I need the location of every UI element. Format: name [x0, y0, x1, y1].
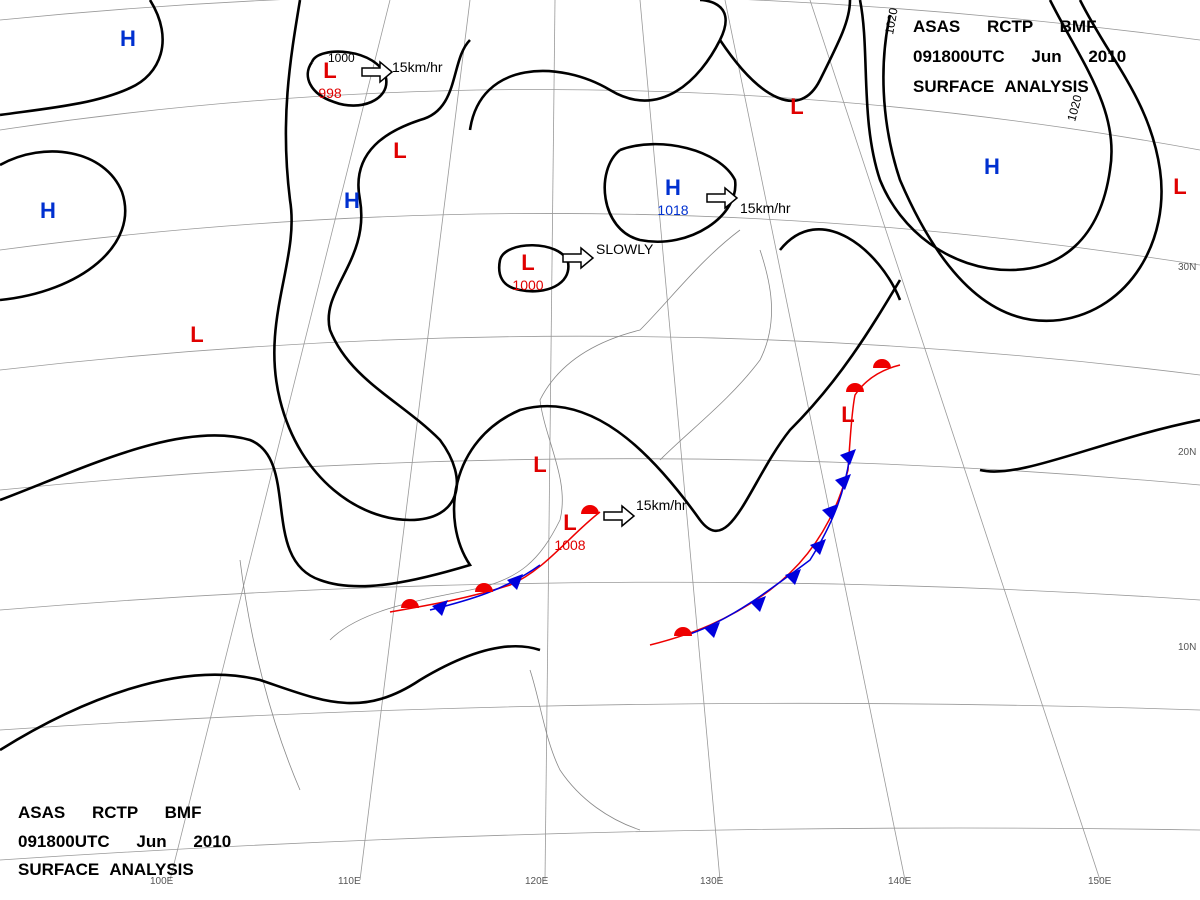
warm-front-symbol: [873, 359, 891, 368]
system-symbol: L: [563, 510, 576, 535]
latitude-label: 20N: [1178, 447, 1196, 458]
parallel: [0, 581, 1200, 611]
system-symbol: H: [40, 198, 56, 223]
motion-label: 15km/hr: [636, 497, 687, 513]
fronts: [389, 359, 901, 646]
cold-front-symbol: [835, 474, 851, 490]
header-line: 091800UTC Jun 2010: [913, 47, 1126, 66]
cold-front-symbol: [810, 539, 826, 555]
system-symbol: H: [344, 188, 360, 213]
parallel: [0, 335, 1200, 376]
cold-front-symbol: [507, 574, 523, 590]
warm-front-symbol: [846, 383, 864, 392]
isobar: [497, 243, 570, 293]
motion-arrow: [603, 504, 636, 528]
cold-front-symbol: [840, 449, 856, 465]
meridian: [809, 0, 1101, 881]
parallel: [0, 827, 1200, 861]
motion-arrow: [361, 60, 394, 84]
parallel: [0, 0, 1200, 41]
motion-arrow: [562, 246, 595, 270]
meridian: [639, 0, 721, 881]
warm-front-symbol: [674, 627, 692, 636]
cold-front-symbol: [750, 596, 766, 612]
isobar: [273, 0, 471, 522]
parallel: [0, 458, 1200, 491]
isobar: [0, 150, 127, 302]
motion-label: SLOWLY: [596, 241, 654, 257]
parallel: [0, 702, 1200, 731]
latitude-label: 10N: [1178, 642, 1196, 653]
motion-label: 15km/hr: [392, 59, 443, 75]
isobar: [603, 142, 737, 243]
longitude-label: 150E: [1088, 876, 1112, 887]
cold-front-symbol: [822, 504, 838, 520]
system-pressure: 1018: [657, 202, 688, 218]
header-line: ASAS RCTP BMF: [913, 17, 1096, 36]
warm-front-symbol: [401, 599, 419, 608]
isobar-label: 1020: [882, 6, 900, 35]
system-symbol: L: [790, 94, 803, 119]
longitude-label: 110E: [338, 876, 361, 887]
system-symbol: L: [393, 138, 406, 163]
isobar: [0, 644, 541, 752]
warm-front-symbol: [581, 505, 599, 514]
motion-arrow: [706, 186, 739, 210]
parallel: [0, 213, 1200, 266]
latitude-label: 30N: [1178, 262, 1196, 273]
system-symbol: H: [665, 175, 681, 200]
isobar-label: 1020: [1064, 93, 1085, 123]
coastline: [329, 229, 741, 641]
isobar: [882, 0, 1163, 323]
system-symbol: L: [323, 58, 336, 83]
longitude-label: 100E: [150, 876, 174, 887]
coastline: [529, 669, 641, 831]
isobars: [0, 0, 1200, 752]
warm-front-symbol: [475, 583, 493, 592]
longitude-label: 120E: [525, 876, 549, 887]
longitude-label: 140E: [888, 876, 912, 887]
system-pressure: 998: [318, 85, 342, 101]
system-symbol: L: [521, 250, 534, 275]
system-symbol: L: [533, 452, 546, 477]
header-line: ASAS RCTP BMF: [18, 803, 201, 822]
coastline: [659, 249, 772, 461]
meridian: [359, 0, 471, 881]
isobar-label: 1000: [328, 51, 355, 65]
header-line: SURFACE ANALYSIS: [913, 77, 1089, 96]
cold-front-symbol: [704, 622, 720, 638]
warm-front: [389, 511, 601, 613]
meridian: [724, 0, 906, 881]
motion-label: 15km/hr: [740, 200, 791, 216]
isobar: [468, 0, 852, 131]
isobar: [858, 0, 1113, 272]
system-symbol: L: [841, 402, 854, 427]
system-symbol: H: [120, 26, 136, 51]
cold-front-symbol: [432, 600, 448, 616]
coastlines: [239, 229, 772, 831]
system-pressure: 1008: [554, 537, 585, 553]
isobar: [778, 228, 1200, 473]
cold-front-symbol: [785, 569, 801, 585]
system-pressure: 1000: [512, 277, 543, 293]
header-line: 091800UTC Jun 2010: [18, 832, 231, 851]
header-line: SURFACE ANALYSIS: [18, 860, 194, 879]
system-symbol: H: [984, 154, 1000, 179]
parallel: [0, 89, 1200, 151]
system-symbol: L: [1173, 174, 1186, 199]
meridian: [169, 0, 391, 881]
isobar: [306, 50, 388, 107]
system-symbol: L: [190, 322, 203, 347]
isobar: [0, 0, 164, 117]
coastline: [239, 559, 301, 791]
longitude-label: 130E: [700, 876, 724, 887]
